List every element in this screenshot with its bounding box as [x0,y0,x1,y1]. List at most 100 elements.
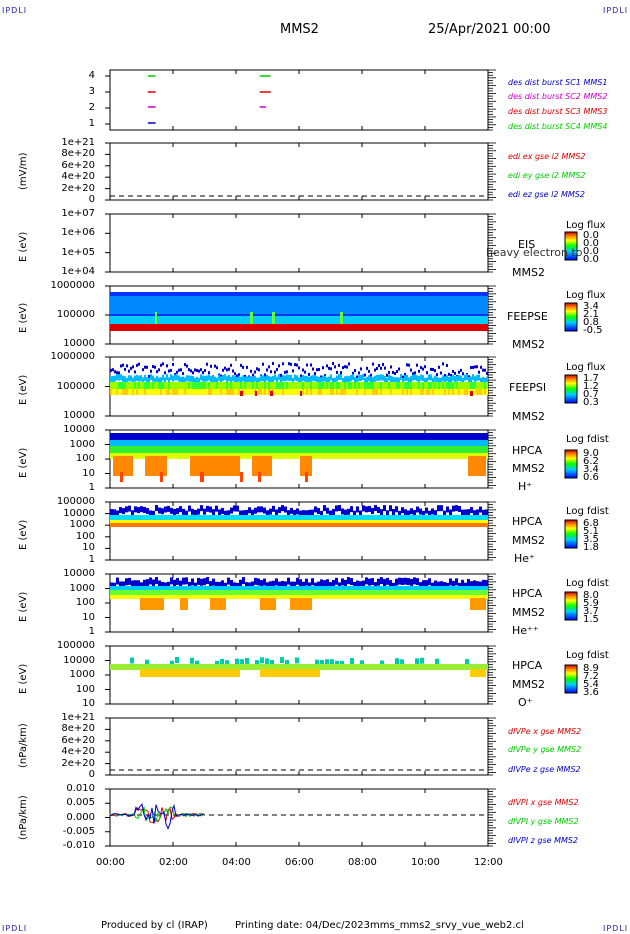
divpi-series-z [109,803,205,830]
hpca-hepp-orange-patch [180,598,188,610]
feepsi-speckle [254,370,256,374]
feepsi-speckle [248,382,250,389]
colorbar-tick-feepsi: 0.3 [583,397,599,408]
feepsi-speckle [182,376,184,383]
hpca-hepp-speckle [428,578,431,586]
feepsi-speckle [276,376,278,383]
hpca-hepp-speckle [413,577,416,585]
hpca-hepp-speckle [401,577,404,585]
hpca-h-yellow [110,453,488,459]
hpca-o-yellow-patch [260,669,320,677]
colorbar-tick-hpca_o: 8.9 [583,663,599,674]
feepsi-speckle [230,363,232,367]
feepsi-speckle [336,382,338,389]
feepsi-speckle [142,389,144,395]
hpca-hepp-speckle [461,579,464,587]
feepsi-speckle [116,382,118,389]
y-tick-hpca_he: 100 [75,530,95,542]
feepsi-speckle [192,382,194,389]
feepsi-speckle [186,364,188,368]
feepsi-speckle [354,369,356,373]
feepsi-speckle [230,376,232,383]
feepsi-speckle [396,382,398,389]
hpca-hepp-speckle [332,580,335,588]
hpca-he-speckle [317,508,320,515]
hpca-he-speckle [404,509,407,516]
feepsi-speckle [320,375,322,379]
feepsi-speckle [466,374,468,381]
feepsi-speckle [404,373,406,377]
colorbar-tick-hpca_hepp: 3.7 [583,606,599,617]
feepsi-speckle [290,382,292,389]
hpca-hepp-speckle [188,581,191,589]
feepsi-speckle [462,389,464,395]
y-tick-divpe: 0 [88,769,95,780]
feepsi-speckle [230,389,232,395]
hpca-o-speckle [270,659,274,666]
feepsi-speckle [278,364,280,368]
feepsi-speckle [294,374,296,381]
feepsi-speckle [468,382,470,389]
feepsi-speckle [208,371,210,375]
feepsi-speckle [336,375,338,382]
feepsi-speckle [166,382,168,389]
hpca-h-orange-patch [145,456,167,476]
hpca-hepp-speckle [260,580,263,588]
feepsi-speckle [298,389,300,395]
hpca-he-speckle [137,507,140,514]
hpca-hepp-speckle [209,581,212,589]
feepsi-speckle [156,389,158,395]
ylabel-hpca-hepp: E (eV) [18,591,29,622]
feepsi-speckle [324,375,326,382]
feepsi-speckle [422,375,424,382]
feepsi-speckle [306,389,308,395]
feepsi-speckle [114,375,116,382]
colorbar-tick-feepsi: 1.7 [583,373,599,384]
feepsi-speckle [458,375,460,382]
hpca-hepp-speckle [119,581,122,589]
hpca-hepp-speckle [200,578,203,586]
hpca-hepp-speckle [353,581,356,589]
hpca-he-speckle [320,510,323,517]
feepsi-speckle [216,366,218,370]
feepsi-speckle [248,376,250,383]
hpca-hepp-speckle [362,580,365,588]
feepsi-speckle [362,389,364,395]
feepsi-speckle [316,389,318,395]
feepsi-red-patch [270,391,273,396]
feepsi-red-patch [470,391,473,396]
feepsi-speckle [272,375,274,382]
feepsi-speckle [420,374,422,381]
feepsi-speckle [406,382,408,389]
hpca-he-speckle [419,508,422,515]
hpca-hepp-orange-patch [290,598,312,610]
hpca-hepp-speckle [134,580,137,588]
feepsi-speckle [198,382,200,389]
hpca-o-speckle [175,657,179,664]
feepsi-speckle [352,374,354,381]
feepsi-speckle [414,374,416,381]
feepsi-speckle [252,376,254,383]
feepsi-speckle [308,372,310,376]
hpca-hepp-speckle [422,580,425,588]
colorbar-tick-hpca_he: 1.8 [583,542,599,553]
feepsi-speckle [364,377,366,384]
feepsi-speckle [130,382,132,389]
feepsi-speckle [384,376,386,383]
feepsi-speckle [452,374,454,381]
feepsi-speckle [332,362,334,366]
hpca-he-speckle [131,510,134,517]
feepsi-speckle [286,382,288,389]
feepsi-speckle [464,382,466,389]
feepsi-speckle [204,369,206,373]
feepsi-speckle [414,382,416,389]
feepsi-speckle [484,389,486,395]
hpca-he-speckle [383,505,386,512]
hpca-hepp-speckle [419,582,422,590]
feepsi-speckle [388,389,390,395]
feepsi-speckle [322,375,324,382]
feepsi-speckle [362,374,364,381]
feepsi-speckle [360,367,362,371]
feepsi-speckle [328,382,330,389]
